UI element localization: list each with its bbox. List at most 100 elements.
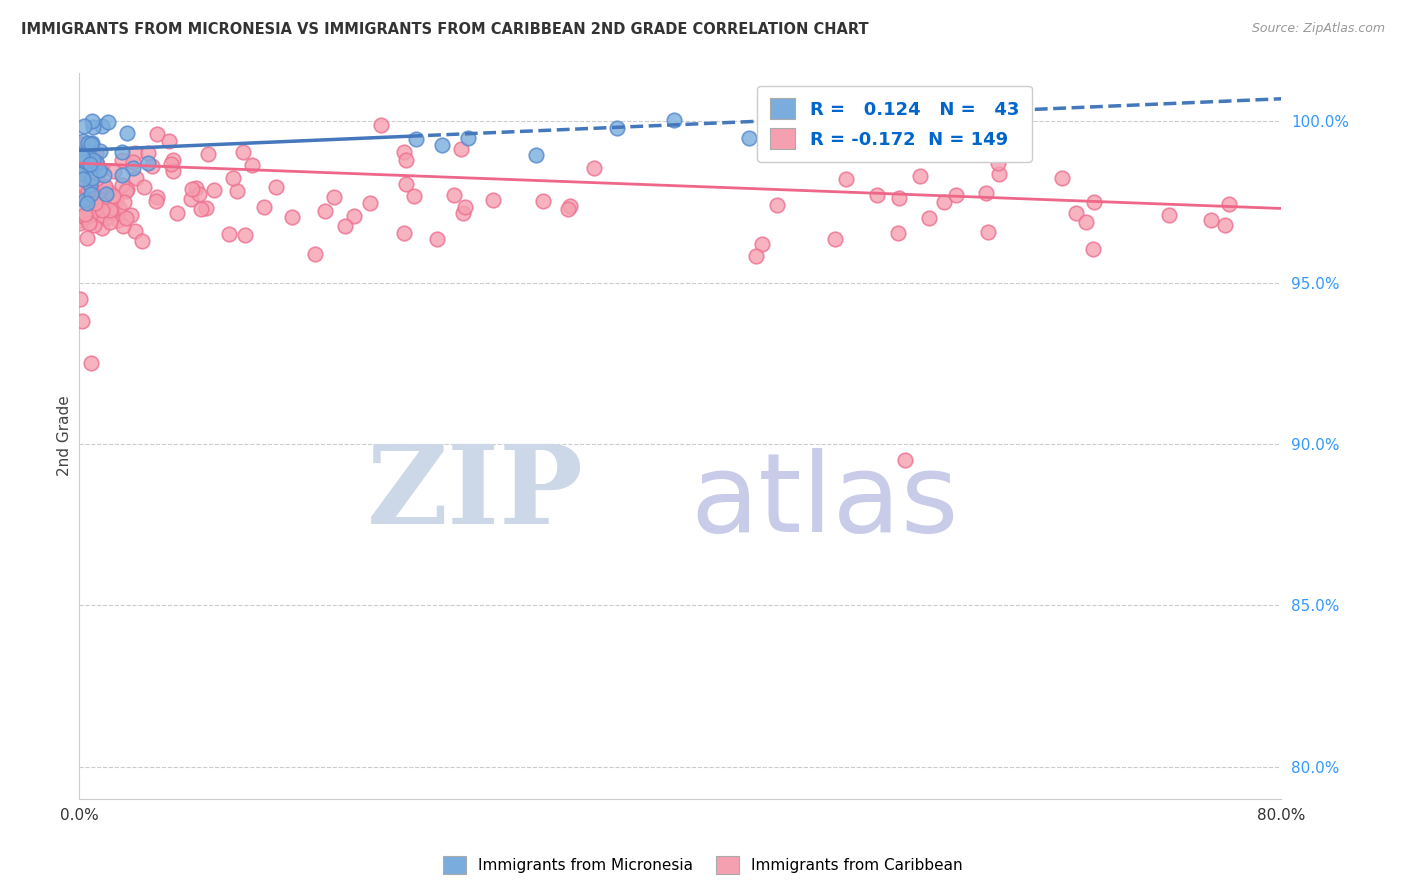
Immigrants from Caribbean [531, 194, 554, 209]
Immigrants from Micronesia [93, 169, 115, 183]
Immigrants from Caribbean [145, 194, 167, 208]
Immigrants from Micronesia [69, 147, 91, 161]
Immigrants from Caribbean [146, 127, 169, 141]
Immigrants from Caribbean [157, 134, 180, 148]
Immigrants from Caribbean [824, 232, 846, 246]
Immigrants from Caribbean [162, 153, 184, 167]
Immigrants from Caribbean [751, 236, 773, 251]
Immigrants from Caribbean [986, 156, 1008, 170]
Immigrants from Caribbean [83, 196, 105, 211]
Immigrants from Caribbean [450, 142, 472, 156]
Immigrants from Caribbean [84, 146, 107, 161]
Immigrants from Caribbean [887, 191, 910, 205]
Immigrants from Caribbean [304, 247, 326, 261]
Immigrants from Caribbean [79, 153, 101, 167]
Immigrants from Caribbean [121, 154, 143, 169]
Immigrants from Caribbean [72, 178, 94, 192]
Immigrants from Caribbean [69, 216, 91, 230]
Immigrants from Caribbean [343, 209, 366, 223]
Text: ZIP: ZIP [367, 441, 583, 548]
Immigrants from Caribbean [111, 178, 134, 192]
Immigrants from Caribbean [180, 192, 202, 206]
Immigrants from Micronesia [122, 161, 145, 175]
Immigrants from Caribbean [105, 191, 128, 205]
Immigrants from Micronesia [87, 163, 110, 178]
Immigrants from Micronesia [72, 171, 94, 186]
Immigrants from Caribbean [115, 211, 138, 226]
Immigrants from Micronesia [76, 145, 98, 160]
Immigrants from Caribbean [1074, 215, 1097, 229]
Immigrants from Caribbean [443, 188, 465, 202]
Immigrants from Caribbean [73, 178, 96, 192]
Immigrants from Caribbean [90, 163, 112, 178]
Immigrants from Caribbean [103, 164, 125, 178]
Immigrants from Caribbean [93, 198, 115, 212]
Immigrants from Micronesia [457, 131, 479, 145]
Immigrants from Micronesia [136, 156, 159, 170]
Immigrants from Caribbean [112, 194, 135, 209]
Immigrants from Caribbean [1218, 196, 1240, 211]
Text: Source: ZipAtlas.com: Source: ZipAtlas.com [1251, 22, 1385, 36]
Immigrants from Caribbean [73, 211, 96, 225]
Immigrants from Caribbean [108, 202, 131, 216]
Immigrants from Micronesia [79, 157, 101, 171]
Immigrants from Caribbean [84, 181, 107, 195]
Immigrants from Caribbean [866, 187, 889, 202]
Immigrants from Caribbean [84, 172, 107, 186]
Immigrants from Caribbean [1050, 170, 1073, 185]
Immigrants from Caribbean [120, 208, 142, 222]
Immigrants from Micronesia [80, 136, 103, 151]
Immigrants from Micronesia [430, 138, 453, 153]
Immigrants from Caribbean [94, 211, 117, 226]
Immigrants from Micronesia [738, 131, 761, 145]
Immigrants from Micronesia [117, 126, 139, 140]
Text: atlas: atlas [690, 448, 959, 555]
Immigrants from Micronesia [89, 145, 111, 159]
Immigrants from Caribbean [69, 292, 91, 306]
Immigrants from Caribbean [426, 232, 449, 246]
Immigrants from Caribbean [115, 182, 138, 196]
Immigrants from Caribbean [98, 215, 121, 229]
Immigrants from Caribbean [180, 182, 202, 196]
Immigrants from Caribbean [82, 193, 104, 207]
Immigrants from Caribbean [76, 231, 98, 245]
Immigrants from Caribbean [945, 188, 967, 202]
Immigrants from Caribbean [974, 186, 997, 200]
Immigrants from Micronesia [111, 168, 134, 182]
Immigrants from Caribbean [1213, 219, 1236, 233]
Immigrants from Micronesia [96, 186, 118, 201]
Immigrants from Caribbean [894, 453, 917, 467]
Immigrants from Caribbean [976, 226, 998, 240]
Immigrants from Caribbean [225, 184, 247, 198]
Immigrants from Caribbean [90, 202, 112, 217]
Immigrants from Caribbean [264, 180, 287, 194]
Immigrants from Caribbean [100, 205, 122, 219]
Immigrants from Caribbean [70, 155, 93, 169]
Immigrants from Caribbean [69, 213, 91, 227]
Immigrants from Micronesia [524, 147, 547, 161]
Immigrants from Caribbean [222, 171, 245, 186]
Immigrants from Caribbean [98, 185, 121, 199]
Immigrants from Caribbean [73, 207, 96, 221]
Immigrants from Caribbean [988, 167, 1011, 181]
Immigrants from Caribbean [80, 356, 103, 370]
Immigrants from Caribbean [124, 224, 146, 238]
Immigrants from Caribbean [451, 206, 474, 220]
Immigrants from Caribbean [111, 219, 134, 234]
Immigrants from Micronesia [80, 186, 103, 201]
Immigrants from Micronesia [405, 132, 427, 146]
Immigrants from Micronesia [72, 134, 94, 148]
Immigrants from Caribbean [103, 207, 125, 221]
Immigrants from Caribbean [557, 202, 579, 216]
Immigrants from Caribbean [770, 144, 793, 158]
Immigrants from Caribbean [77, 192, 100, 206]
Immigrants from Caribbean [184, 180, 207, 194]
Immigrants from Caribbean [1083, 242, 1105, 256]
Immigrants from Caribbean [370, 118, 392, 132]
Immigrants from Caribbean [70, 167, 93, 181]
Immigrants from Caribbean [136, 146, 159, 161]
Immigrants from Caribbean [162, 164, 184, 178]
Immigrants from Caribbean [90, 221, 112, 235]
Immigrants from Caribbean [98, 202, 121, 217]
Immigrants from Caribbean [134, 179, 156, 194]
